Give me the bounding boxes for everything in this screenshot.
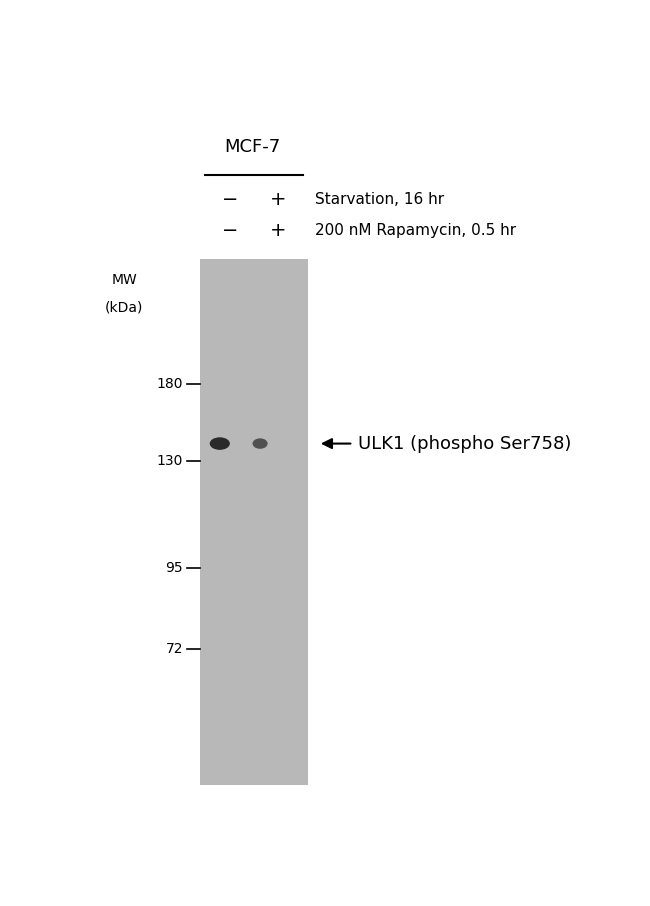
Text: Starvation, 16 hr: Starvation, 16 hr [315,192,445,207]
Text: 130: 130 [157,454,183,468]
Text: 95: 95 [165,561,183,574]
Ellipse shape [252,439,268,448]
Text: ULK1 (phospho Ser758): ULK1 (phospho Ser758) [358,435,572,453]
Text: +: + [270,190,286,209]
Bar [200,259,308,786]
Text: 180: 180 [157,377,183,391]
Text: MW: MW [111,273,137,286]
Text: 72: 72 [166,642,183,656]
Text: MCF-7: MCF-7 [224,138,281,156]
Text: (kDa): (kDa) [105,301,143,314]
Text: 200 nM Rapamycin, 0.5 hr: 200 nM Rapamycin, 0.5 hr [315,223,517,238]
Text: +: + [270,221,286,240]
Ellipse shape [210,438,230,450]
Text: −: − [222,221,238,240]
Text: −: − [222,190,238,209]
